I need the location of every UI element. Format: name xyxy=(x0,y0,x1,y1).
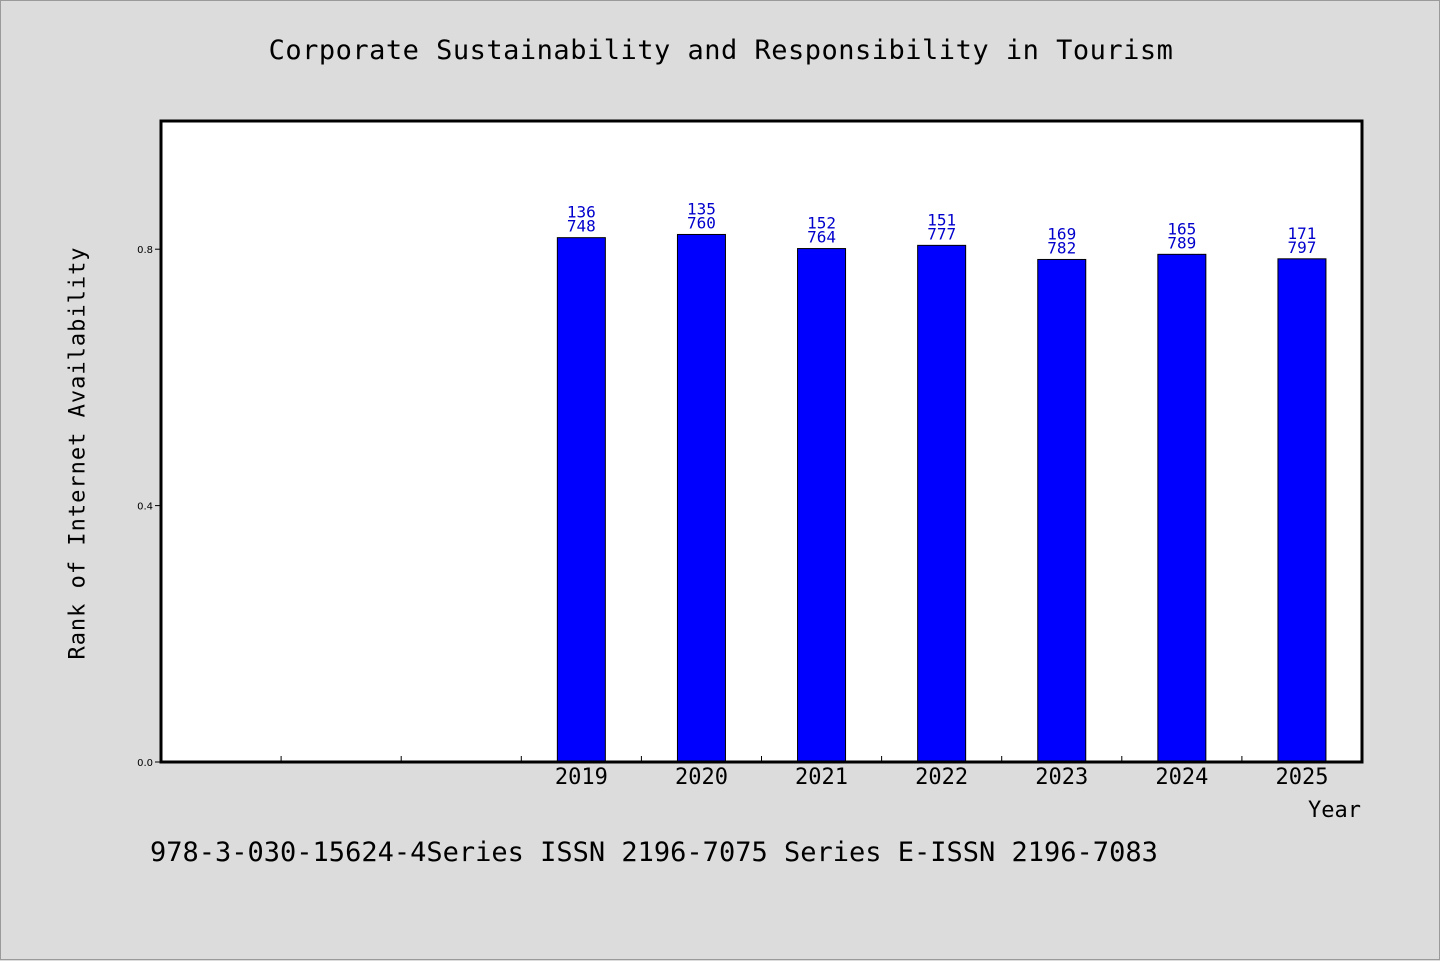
data-label-bottom-2023: 782 xyxy=(1047,238,1076,257)
x-tick-label-2020: 2020 xyxy=(675,765,728,790)
x-tick-label-2019: 2019 xyxy=(555,765,608,790)
data-label-bottom-2022: 777 xyxy=(927,224,956,243)
bar-2025 xyxy=(1277,258,1327,763)
data-label-top-2024: 165 xyxy=(1167,219,1196,238)
x-axis-label: Year xyxy=(1308,798,1361,823)
data-label-top-2021: 152 xyxy=(807,214,836,233)
footer-text: 978-3-030-15624-4Series ISSN 2196-7075 S… xyxy=(150,837,1158,868)
y-tick-label: 0.8 xyxy=(137,245,153,256)
data-label-top-2025: 171 xyxy=(1287,224,1316,243)
y-tick-label: 0.0 xyxy=(137,758,153,769)
x-tick-label-2022: 2022 xyxy=(915,765,968,790)
data-label-bottom-2025: 797 xyxy=(1287,238,1316,257)
bar-2022 xyxy=(917,244,967,763)
data-label-bottom-2024: 789 xyxy=(1167,233,1196,252)
plot-border xyxy=(159,119,1364,764)
x-tick-label-2021: 2021 xyxy=(795,765,848,790)
data-label-bottom-2021: 764 xyxy=(807,228,836,247)
bar-2019 xyxy=(556,237,606,763)
chart-title: Corporate Sustainability and Responsibil… xyxy=(268,35,1174,66)
bar-2024 xyxy=(1157,253,1207,763)
data-label-top-2022: 151 xyxy=(927,210,956,229)
data-label-bottom-2019: 748 xyxy=(567,217,596,236)
data-label-top-2019: 136 xyxy=(567,203,596,222)
data-label-bottom-2020: 760 xyxy=(687,213,716,232)
data-label-top-2023: 169 xyxy=(1047,224,1076,243)
x-tick-label-2025: 2025 xyxy=(1275,765,1328,790)
bar-2023 xyxy=(1037,258,1087,763)
bar-2021 xyxy=(797,248,847,763)
data-label-top-2020: 135 xyxy=(687,199,716,218)
y-tick-label: 0.4 xyxy=(137,502,153,513)
x-tick-label-2023: 2023 xyxy=(1035,765,1088,790)
x-tick-label-2024: 2024 xyxy=(1155,765,1208,790)
bar-2020 xyxy=(676,233,726,763)
